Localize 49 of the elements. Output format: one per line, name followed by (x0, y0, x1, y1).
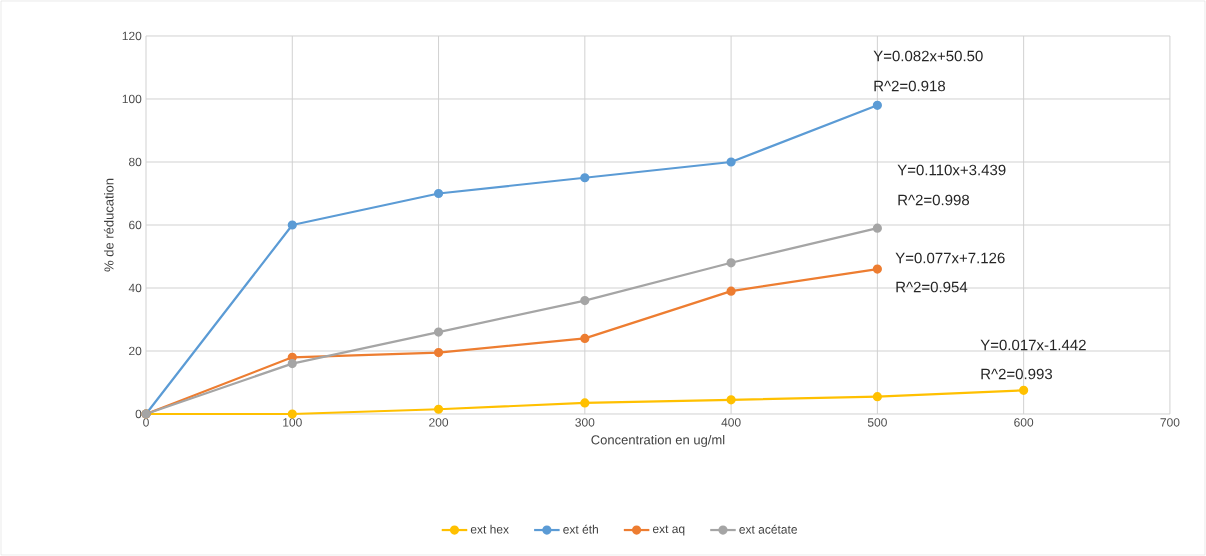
point (726, 395, 736, 405)
point (726, 286, 736, 296)
point (872, 100, 882, 110)
point (580, 398, 590, 408)
point (580, 295, 590, 306)
annotation: R^2=0.993 (981, 368, 1053, 380)
x-tick-label: 200 (429, 418, 449, 427)
legend-label: ext éth (563, 524, 598, 534)
point (1019, 385, 1029, 395)
annotation: R^2=0.998 (898, 194, 970, 206)
point (580, 173, 590, 183)
x-tick-label: 500 (867, 418, 887, 427)
annotation: R^2=0.918 (874, 80, 946, 92)
point (287, 220, 297, 230)
y-tick-label: 40 (128, 283, 142, 293)
annotation: Y=0.082x+50.50 (873, 50, 983, 62)
annotation: Y=0.110x+3.439 (897, 164, 1006, 176)
legend-label: ext aq (652, 525, 685, 536)
y-tick-label: 0 (135, 409, 142, 419)
point (287, 358, 297, 369)
point (433, 347, 444, 358)
x-tick-label: 600 (1014, 418, 1034, 427)
point (433, 404, 444, 414)
y-tick-label: 60 (129, 220, 142, 230)
point (726, 258, 736, 268)
annotation: R^2=0.954 (896, 281, 968, 293)
annotation: Y=0.017x-1.442 (980, 339, 1086, 351)
y-tick-label: 20 (129, 346, 142, 356)
point (872, 392, 882, 402)
x-tick-label: 700 (1160, 418, 1180, 427)
point (287, 409, 297, 419)
x-tick-label: 300 (575, 418, 595, 427)
y-axis-title: % de réducation (103, 178, 114, 272)
point (872, 264, 882, 274)
x-tick-label: 400 (721, 418, 741, 427)
point (433, 327, 444, 337)
point (872, 223, 882, 233)
point (726, 157, 736, 167)
y-tick-label: 120 (122, 31, 142, 41)
x-tick-label: 100 (283, 418, 302, 427)
y-tick-label: 80 (128, 157, 142, 167)
x-axis-title: Concentration en ug/ml (591, 434, 725, 447)
x-tick-label: 0 (143, 418, 149, 427)
y-tick-label: 100 (122, 94, 142, 104)
point (433, 188, 444, 199)
point (580, 333, 590, 343)
legend-label: ext acétate (739, 524, 797, 534)
legend-label: ext hex (470, 524, 509, 534)
annotation: Y=0.077x+7.126 (895, 252, 1005, 264)
